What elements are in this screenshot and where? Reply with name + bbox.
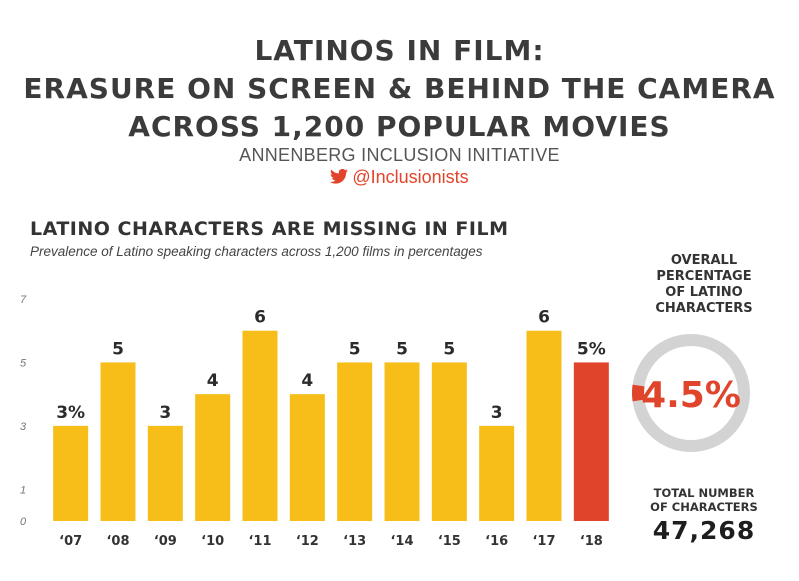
x-tick-label: ‘09: [154, 534, 177, 549]
total-label-line: OF CHARACTERS: [650, 500, 758, 514]
total-characters-value: 47,268: [652, 516, 756, 545]
total-characters-label: TOTAL NUMBER OF CHARACTERS: [624, 486, 784, 514]
bar: [195, 394, 231, 521]
bar-data-label: 5%: [577, 339, 606, 359]
bar: [573, 362, 609, 521]
title-line-1: LATINOS IN FILM:: [254, 34, 545, 67]
bar: [479, 425, 515, 521]
donut-fill-segment: [632, 384, 645, 402]
chart-title: LATINO CHARACTERS ARE MISSING IN FILM: [30, 218, 509, 240]
bar-data-label: 5: [443, 339, 455, 359]
x-tick-label: ‘17: [532, 534, 555, 549]
bar: [431, 362, 467, 521]
y-tick-label: 3: [20, 421, 27, 433]
y-tick-label: 5: [20, 357, 27, 369]
overall-label-line: CHARACTERS: [655, 301, 753, 316]
infographic-title: LATINOS IN FILM: ERASURE ON SCREEN & BEH…: [0, 32, 799, 146]
bar-data-label: 4: [301, 371, 313, 391]
bar-data-label: 3: [491, 403, 503, 423]
bar-data-label: 6: [254, 308, 266, 328]
x-tick-label: ‘08: [106, 534, 129, 549]
overall-percentage-label: OVERALL PERCENTAGE OF LATINO CHARACTERS: [624, 253, 784, 317]
organization-name: ANNENBERG INCLUSION INITIATIVE: [239, 145, 560, 165]
x-tick-label: ‘18: [580, 534, 603, 549]
bar-data-label: 5: [112, 339, 124, 359]
chart-subtitle: Prevalence of Latino speaking characters…: [30, 244, 483, 259]
x-tick-label: ‘12: [296, 534, 319, 549]
y-tick-label: 0: [20, 516, 27, 528]
twitter-handle-text: @Inclusionists: [352, 167, 469, 187]
overall-label-line: OVERALL: [670, 253, 738, 268]
total-label-line: TOTAL NUMBER: [653, 486, 755, 500]
x-tick-label: ‘10: [201, 534, 224, 549]
bar: [384, 362, 420, 521]
twitter-bird-icon: [330, 168, 349, 189]
x-tick-label: ‘16: [485, 534, 508, 549]
x-tick-label: ‘07: [59, 534, 82, 549]
x-tick-label: ‘14: [390, 534, 413, 549]
x-tick-label: ‘11: [248, 534, 271, 549]
overall-percentage-value: 4.5%: [641, 375, 741, 416]
x-tick-label: ‘15: [438, 534, 461, 549]
y-tick-label: 1: [20, 484, 26, 496]
bar: [147, 425, 183, 521]
x-tick-label: ‘13: [343, 534, 366, 549]
twitter-handle[interactable]: @Inclusionists: [0, 167, 799, 189]
bar: [53, 425, 89, 521]
bar-data-label: 3: [159, 403, 171, 423]
bar-data-label: 6: [538, 308, 550, 328]
bar-data-label: 5: [349, 339, 361, 359]
overall-label-line: OF LATINO: [665, 285, 743, 300]
title-line-3: ACROSS 1,200 POPULAR MOVIES: [128, 110, 671, 143]
bar-data-label: 5: [396, 339, 408, 359]
bar-data-label: 4: [207, 371, 219, 391]
bar: [100, 362, 136, 521]
bar: [242, 330, 278, 521]
bar-data-label: 3%: [56, 403, 85, 423]
bar: [337, 362, 373, 521]
y-tick-label: 7: [20, 294, 27, 306]
bar: [289, 394, 325, 521]
bar: [526, 330, 562, 521]
overall-label-line: PERCENTAGE: [656, 269, 752, 284]
title-line-2: ERASURE ON SCREEN & BEHIND THE CAMERA: [23, 72, 776, 105]
